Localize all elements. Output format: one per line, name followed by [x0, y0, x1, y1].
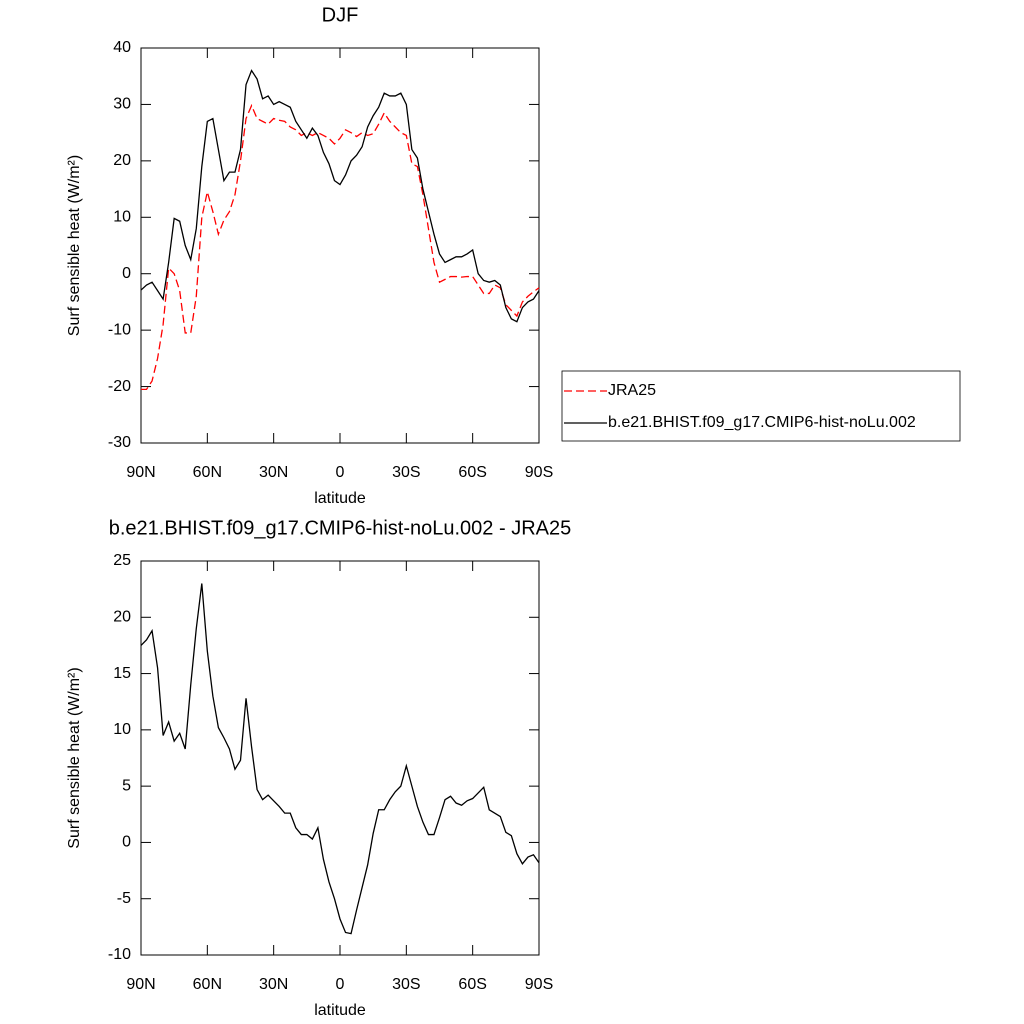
legend-box [561, 370, 961, 442]
y-tick-label: 5 [122, 777, 131, 794]
legend-label: JRA25 [608, 382, 656, 399]
plot-frame [140, 560, 540, 956]
x-tick-label: 90N [126, 464, 155, 481]
x-tick-label: 60N [193, 976, 222, 993]
y-axis-label: Surf sensible heat (W/m²) [66, 667, 83, 848]
x-tick-label: 90N [126, 976, 155, 993]
legend: JRA25 b.e21.BHIST.f09_g17.CMIP6-hist-noLu… [561, 370, 961, 442]
y-tick-label: 10 [113, 721, 131, 738]
y-tick-label: 20 [113, 152, 131, 169]
y-tick-label: 40 [113, 39, 131, 56]
x-tick-label: 30N [259, 976, 288, 993]
y-tick-label: -20 [108, 378, 131, 395]
x-tick-label: 0 [336, 976, 345, 993]
series-line [140, 583, 540, 935]
x-axis-label: latitude [314, 490, 366, 507]
x-tick-label: 30N [259, 464, 288, 481]
y-tick-label: 20 [113, 609, 131, 626]
x-tick-label: 90S [525, 976, 553, 993]
y-tick-label: -10 [108, 946, 131, 963]
y-tick-label: -10 [108, 321, 131, 338]
y-tick-label: 15 [113, 665, 131, 682]
series-line [140, 69, 540, 323]
x-tick-label: 90S [525, 464, 553, 481]
chart-title: b.e21.BHIST.f09_g17.CMIP6-hist-noLu.002 … [109, 517, 571, 539]
y-tick-label: 25 [113, 552, 131, 569]
y-tick-label: 0 [122, 834, 131, 851]
x-tick-label: 60N [193, 464, 222, 481]
y-tick-label: -5 [117, 890, 131, 907]
x-tick-label: 30S [392, 976, 420, 993]
series-line [141, 103, 540, 391]
y-tick-label: -30 [108, 434, 131, 451]
x-axis-label: latitude [314, 1002, 366, 1019]
x-tick-label: 30S [392, 464, 420, 481]
y-axis-label: Surf sensible heat (W/m²) [66, 155, 83, 336]
y-tick-label: 10 [113, 209, 131, 226]
x-tick-label: 0 [336, 464, 345, 481]
x-tick-label: 60S [458, 464, 486, 481]
y-tick-label: 0 [122, 265, 131, 282]
y-tick-label: 30 [113, 96, 131, 113]
plot-frame [140, 47, 540, 444]
chart-title: DJF [322, 4, 359, 26]
x-tick-label: 60S [458, 976, 486, 993]
legend-label: b.e21.BHIST.f09_g17.CMIP6-hist-noLu.002 [608, 414, 916, 431]
